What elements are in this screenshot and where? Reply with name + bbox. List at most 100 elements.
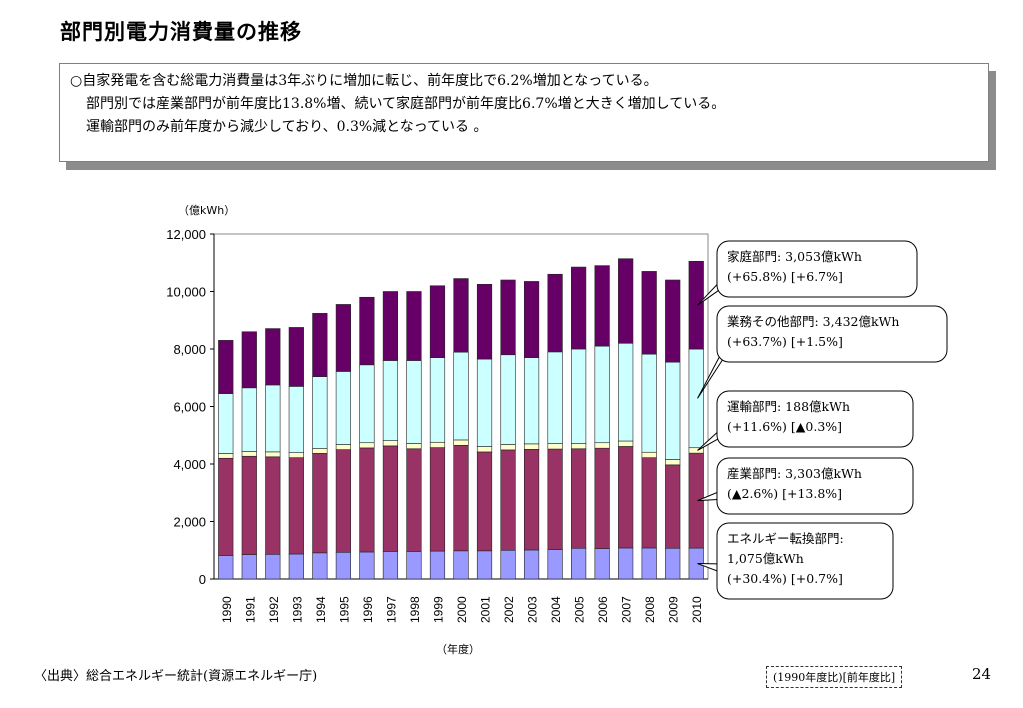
bar-segment xyxy=(476,446,493,453)
bar-segment xyxy=(312,376,328,449)
x-tick-label: 2000 xyxy=(455,596,469,623)
x-tick-label: 2007 xyxy=(620,596,634,623)
x-tick-label: 2002 xyxy=(502,596,516,623)
bar-segment xyxy=(523,549,540,580)
x-tick-label: 1993 xyxy=(290,596,304,623)
bar-segment xyxy=(665,464,681,549)
bar-segment xyxy=(500,354,516,445)
x-tick-label: 1997 xyxy=(384,596,398,623)
bar-segment xyxy=(641,547,657,580)
bar-segment xyxy=(618,440,634,447)
bar-segment xyxy=(476,550,493,580)
callout-pointer-mask xyxy=(718,485,734,500)
bar-segment xyxy=(571,547,587,580)
bar-segment xyxy=(547,549,563,580)
callout-text: 1,075億kWh xyxy=(727,551,804,566)
page-title: 部門別電力消費量の推移 xyxy=(60,20,302,44)
callout-text: (+65.8%) [+6.7%] xyxy=(727,269,843,284)
x-tick-label: 1998 xyxy=(408,596,422,623)
bar-segment xyxy=(265,553,281,580)
x-tick-label: 1999 xyxy=(431,596,445,623)
callout-text: 業務その他部門: 3,432億kWh xyxy=(727,314,899,329)
callout-text: 産業部門: 3,303億kWh xyxy=(727,466,862,481)
bar-segment xyxy=(288,327,304,387)
summary-line: 部門別では産業部門が前年度比13.8%増、続いて家庭部門が前年度比6.7%増と大… xyxy=(86,96,726,112)
bar-segment xyxy=(265,451,281,458)
bar-segment xyxy=(218,453,234,459)
bar-segment xyxy=(476,358,493,447)
callout-text: (+11.6%) [▲0.3%] xyxy=(727,419,842,434)
bar-segment xyxy=(382,551,399,580)
y-tick-label: 2,000 xyxy=(173,515,206,530)
x-tick-label: 2003 xyxy=(526,596,540,623)
bar-segment xyxy=(406,360,422,444)
x-tick-label: 2010 xyxy=(690,596,704,623)
callout-text: 運輸部門: 188億kWh xyxy=(727,399,850,414)
bar-segment xyxy=(288,553,304,580)
bar-segment xyxy=(335,551,351,580)
y-tick-label: 6,000 xyxy=(173,400,206,415)
y-tick-label: 12,000 xyxy=(166,227,206,242)
callout-text: 家庭部門: 3,053億kWh xyxy=(727,249,862,264)
bar-segment xyxy=(523,449,540,551)
bar-segment xyxy=(312,453,328,554)
summary-line: ○自家発電を含む総電力消費量は3年ぶりに増加に転じ、前年度比で6.2%増加となっ… xyxy=(70,73,658,89)
bar-segment xyxy=(359,442,375,449)
y-tick-label: 10,000 xyxy=(166,285,206,300)
bar-segment xyxy=(359,296,375,366)
bar-segment xyxy=(429,447,446,552)
callout-pointer-mask xyxy=(718,333,734,348)
summary-line: 運輸部門のみ前年度から減少しており、0.3%減となっている 。 xyxy=(86,119,488,135)
bar-segment xyxy=(335,449,351,553)
bar-segment xyxy=(665,459,681,466)
bar-segment xyxy=(594,265,610,347)
bar-segment xyxy=(453,550,469,580)
callout-pointer-mask xyxy=(718,563,734,578)
bar-segment xyxy=(547,448,563,550)
bar-segment xyxy=(241,455,257,555)
bar-segment xyxy=(218,457,234,556)
bar-segment xyxy=(571,348,587,444)
bar-segment xyxy=(547,443,563,450)
bar-segment xyxy=(288,452,304,458)
bar-segment xyxy=(382,291,399,361)
bar-segment xyxy=(476,451,493,552)
y-tick-label: 4,000 xyxy=(173,457,206,472)
bar-segment xyxy=(594,442,610,449)
bar-segment xyxy=(359,364,375,444)
bar-segment xyxy=(265,384,281,453)
bar-segment xyxy=(523,281,540,358)
bar-segment xyxy=(241,387,257,452)
bar-segment xyxy=(241,554,257,580)
bar-segment xyxy=(382,360,399,441)
bar-segment xyxy=(500,444,516,451)
page-number: 24 xyxy=(972,665,992,683)
bar-segment xyxy=(665,547,681,580)
bar-segment xyxy=(618,258,634,344)
bar-segment xyxy=(453,278,469,353)
bar-segment xyxy=(429,550,446,580)
bar-segment xyxy=(523,443,540,450)
bar-segment xyxy=(335,304,351,372)
bar-segment xyxy=(429,441,446,448)
bar-segment xyxy=(641,353,657,453)
bar-segment xyxy=(429,357,446,443)
bar-segment xyxy=(359,551,375,580)
y-axis-label: （億kWh） xyxy=(178,204,235,217)
bar-segment xyxy=(406,443,422,450)
x-tick-label: 1992 xyxy=(267,596,281,623)
bar-segment xyxy=(429,285,446,358)
callout-text: エネルギー転換部門: xyxy=(727,531,844,546)
bar-segment xyxy=(382,445,399,552)
bar-segment xyxy=(335,371,351,445)
bar-segment xyxy=(500,279,516,356)
callout-box xyxy=(716,522,894,600)
callout-text: (+30.4%) [+0.7%] xyxy=(727,571,843,586)
bar-segment xyxy=(241,451,257,457)
source-note: 〈出典〉総合エネルギー統計(資源エネルギー庁) xyxy=(34,669,318,684)
bar-segment xyxy=(571,448,587,549)
callout-text: (▲2.6%) [+13.8%] xyxy=(727,486,842,501)
bar-segment xyxy=(571,442,587,450)
bar-segment xyxy=(453,351,469,441)
